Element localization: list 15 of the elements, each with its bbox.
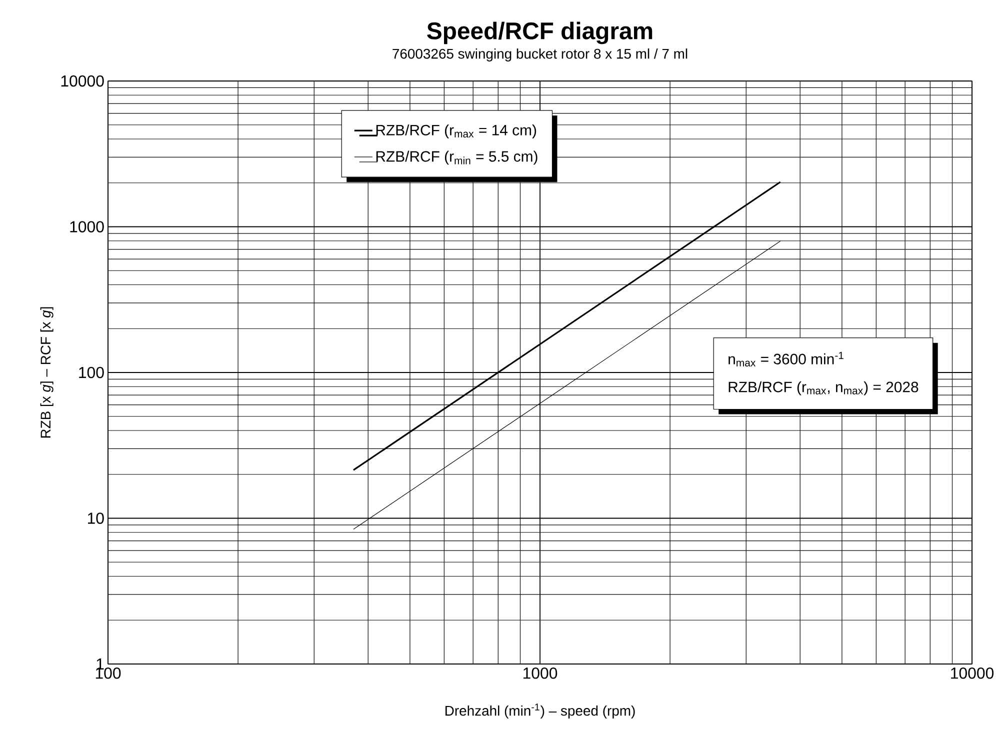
x-axis-title: Drehzahl (min$^{-1}$) – speed (rpm) <box>445 704 635 718</box>
x-tick-label: 10000 <box>951 668 994 679</box>
legend-label: RZB/RCF (r$_{max}$ = 14 cm) <box>376 124 536 138</box>
chart-title: Speed/RCF diagram <box>427 22 652 44</box>
y-tick-label: 100 <box>79 366 104 378</box>
y-axis-title: RZB [x g] – RCF [x g] <box>40 307 54 438</box>
y-tick-label: 1000 <box>70 221 104 232</box>
y-tick-label: 10000 <box>61 75 104 87</box>
annotation: RZB/RCF (r$_{max}$, n$_{max}$) = 2028 <box>728 381 918 396</box>
y-tick-label: 10 <box>88 512 104 524</box>
legend-label: RZB/RCF (r$_{min}$ = 5.5 cm) <box>376 150 538 165</box>
chart-subtitle: 76003265 swinging bucket rotor 8 x 15 ml / 7 ml <box>392 48 688 62</box>
x-tick-label: 100 <box>96 668 121 679</box>
x-tick-label: 1000 <box>524 668 558 679</box>
annotation: n$_{max}$ = 3600 min$^{-1}$ <box>728 352 844 366</box>
